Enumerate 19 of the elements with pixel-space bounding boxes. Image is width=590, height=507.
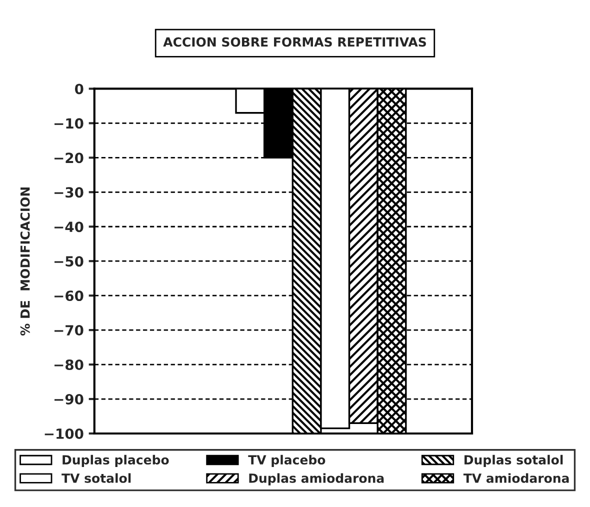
- y-tick-label: −30: [54, 187, 84, 198]
- y-tick-label: −90: [54, 394, 84, 404]
- y-tick-label: −70: [54, 325, 84, 336]
- legend-label: Duplas placebo: [62, 454, 169, 467]
- y-tick-label: −60: [54, 290, 84, 302]
- y-tick-label: −100: [44, 428, 84, 439]
- y-tick-label: −40: [54, 222, 84, 232]
- y-tick-label: −50: [54, 256, 84, 267]
- legend-label: TV sotalol: [62, 473, 131, 483]
- y-tick-label: 0: [74, 84, 84, 94]
- legend-label: TV amiodarona: [463, 473, 569, 483]
- y-axis-title: % DE MODIFICACION: [20, 187, 30, 336]
- legend-label: TV placebo: [248, 454, 326, 467]
- y-tick-label: −20: [54, 152, 84, 164]
- legend-label: Duplas sotalol: [464, 454, 563, 467]
- y-tick-label: −80: [54, 360, 84, 370]
- legend-label: Duplas amiodarona: [249, 473, 384, 486]
- y-tick-label: −10: [54, 118, 84, 129]
- chart-title: ACCION SOBRE FORMAS REPETITIVAS: [163, 37, 426, 47]
